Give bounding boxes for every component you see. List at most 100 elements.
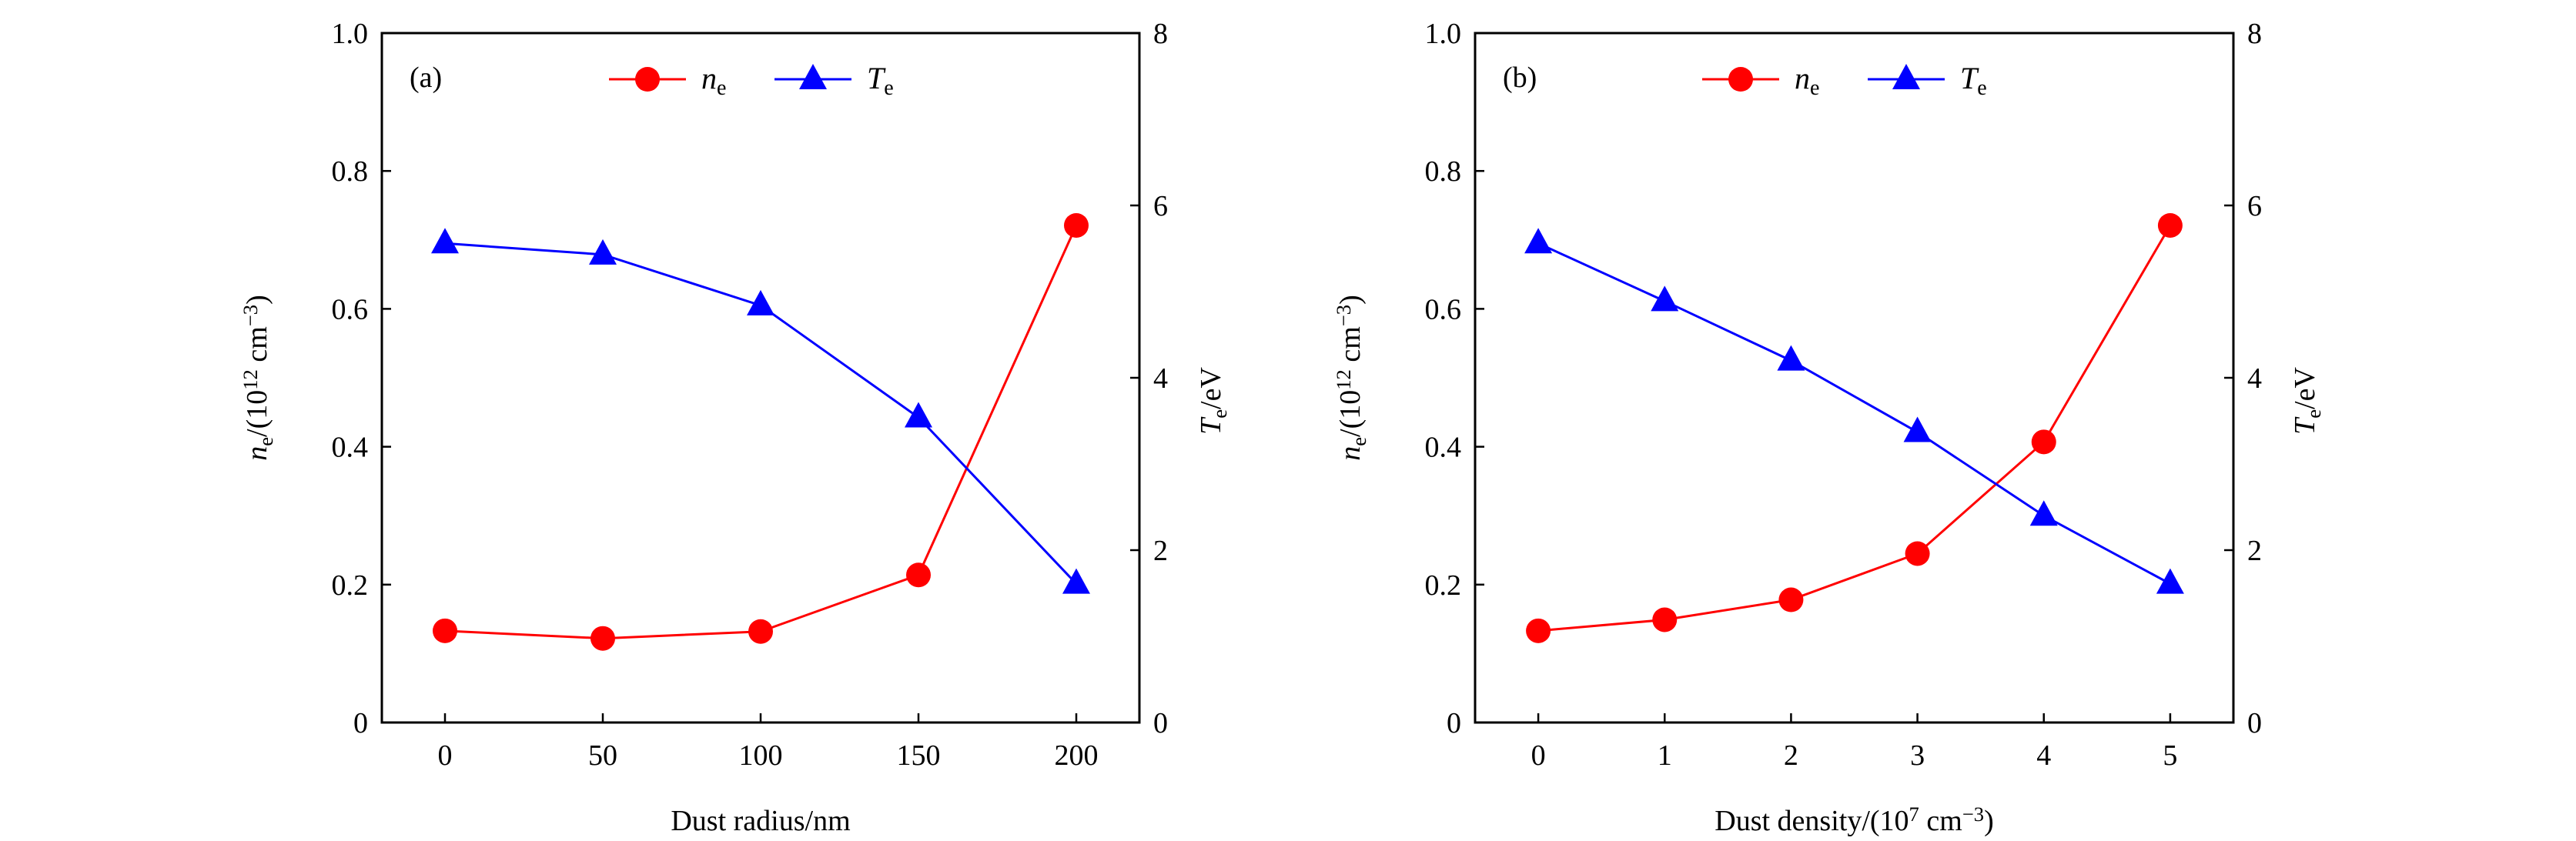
y-tick-label: 0 — [353, 707, 368, 739]
y-tick-label: 0.2 — [1425, 569, 1462, 602]
y-tick-label: 1.0 — [1425, 18, 1462, 50]
legend-label-ne: ne — [701, 61, 726, 100]
data-point-ne — [1905, 541, 1930, 566]
legend-label-ne: ne — [1795, 61, 1819, 100]
label-part: T — [1195, 416, 1227, 435]
x-tick-label: 1 — [1658, 739, 1672, 772]
y2-axis-label: Te/eV — [2289, 367, 2325, 435]
data-point-Te — [589, 239, 617, 265]
data-point-ne — [590, 626, 615, 651]
y-tick-label: 0 — [1447, 707, 1461, 739]
label-part: ) — [1984, 805, 1994, 837]
x-tick-label: 50 — [588, 739, 617, 772]
label-part: e — [884, 76, 893, 100]
data-point-ne — [1778, 587, 1804, 612]
y-tick-label: 0.4 — [1425, 432, 1462, 464]
label-part: ) — [1334, 295, 1367, 305]
legend-marker-ne — [1728, 67, 1753, 92]
x-tick-label: 200 — [1055, 739, 1099, 772]
y2-tick-label: 4 — [1153, 362, 1168, 395]
legend-marker-Te — [1892, 64, 1920, 89]
data-point-ne — [748, 619, 773, 644]
x-tick-label: 4 — [2036, 739, 2051, 772]
data-point-Te — [1777, 345, 1805, 371]
label-part: n — [241, 446, 273, 461]
data-point-ne — [1526, 618, 1551, 643]
legend-marker-ne — [635, 67, 660, 92]
legend: ne Te — [1702, 61, 1987, 100]
plot-frame — [380, 32, 1141, 724]
y-tick-label: 0.4 — [332, 432, 369, 464]
label-part: T — [2289, 416, 2321, 435]
y2-axis-label: Te/eV — [1195, 367, 1231, 435]
label-part: ) — [241, 295, 273, 305]
label-part: −3 — [1332, 305, 1355, 326]
label-part: cm — [241, 326, 273, 369]
label-part: 12 — [1332, 369, 1355, 390]
data-point-Te — [2029, 500, 2058, 526]
label-part: e — [254, 437, 277, 446]
data-point-Te — [1903, 416, 1932, 442]
legend-label-Te: Te — [1960, 61, 1987, 100]
data-point-Te — [905, 402, 932, 428]
label-part: /eV — [2289, 367, 2321, 409]
series-line-Te — [1537, 242, 2171, 586]
label-part: −3 — [1962, 803, 1984, 826]
y2-tick-label: 0 — [2247, 707, 2262, 739]
label-part: e — [1347, 437, 1370, 446]
legend-marker-Te — [799, 64, 827, 89]
data-point-Te — [1062, 568, 1090, 594]
x-axis-label: Dust density/(107 cm−3) — [1715, 803, 1993, 837]
label-part: cm — [1919, 805, 1962, 837]
x-tick-label: 150 — [897, 739, 941, 772]
y-tick-label: 1.0 — [332, 18, 369, 50]
x-tick-label: 0 — [1531, 739, 1546, 772]
series-line-ne — [444, 225, 1078, 640]
label-part: /(10 — [241, 390, 273, 437]
label-part: cm — [1334, 326, 1367, 369]
data-point-ne — [1064, 212, 1089, 238]
data-point-ne — [2031, 429, 2056, 455]
x-tick-label: 2 — [1784, 739, 1798, 772]
y2-tick-label: 8 — [1153, 18, 1168, 50]
data-point-ne — [906, 562, 931, 588]
data-point-ne — [1652, 607, 1678, 632]
data-point-Te — [2156, 568, 2184, 594]
y-tick-label: 0.8 — [332, 155, 369, 188]
panel-a: 0 50 100 150 200 0 0.2 0.4 0.6 0.8 1.0 0 2 4 6 8 Dust ra… — [239, 18, 1231, 837]
y-axis-label: ne/(1012 cm−3) — [239, 295, 277, 461]
data-point-Te — [1524, 228, 1553, 254]
x-axis-label: Dust radius/nm — [671, 805, 850, 837]
y-tick-label: 0.8 — [1425, 155, 1462, 188]
y2-tick-label: 6 — [2247, 190, 2262, 222]
y2-tick-label: 2 — [2247, 535, 2262, 567]
y2-tick-label: 0 — [1153, 707, 1168, 739]
label-part: 12 — [239, 369, 262, 390]
panel-label: (a) — [410, 62, 442, 94]
panel-label: (b) — [1503, 62, 1537, 94]
y2-tick-label: 4 — [2247, 362, 2262, 395]
legend: ne Te — [609, 61, 894, 100]
label-part: e — [717, 76, 726, 100]
label-part: 7 — [1909, 803, 1919, 826]
plot-frame — [1474, 32, 2235, 724]
x-tick-label: 3 — [1910, 739, 1925, 772]
data-point-ne — [433, 618, 457, 643]
label-part: Dust radius/nm — [671, 805, 850, 837]
label-part: e — [1810, 76, 1819, 100]
label-part: /(10 — [1334, 390, 1367, 437]
y-tick-label: 0.6 — [332, 293, 369, 325]
label-part: T — [867, 61, 886, 95]
label-part: n — [1334, 446, 1367, 461]
data-point-Te — [1651, 285, 1679, 312]
data-point-Te — [747, 289, 774, 315]
label-part: e — [1977, 76, 1986, 100]
label-part: n — [1795, 61, 1810, 95]
x-tick-label: 0 — [438, 739, 453, 772]
data-point-ne — [2157, 212, 2183, 238]
y2-tick-label: 2 — [1153, 535, 1168, 567]
y-axis-label: ne/(1012 cm−3) — [1332, 295, 1370, 461]
y2-tick-label: 8 — [2247, 18, 2262, 50]
